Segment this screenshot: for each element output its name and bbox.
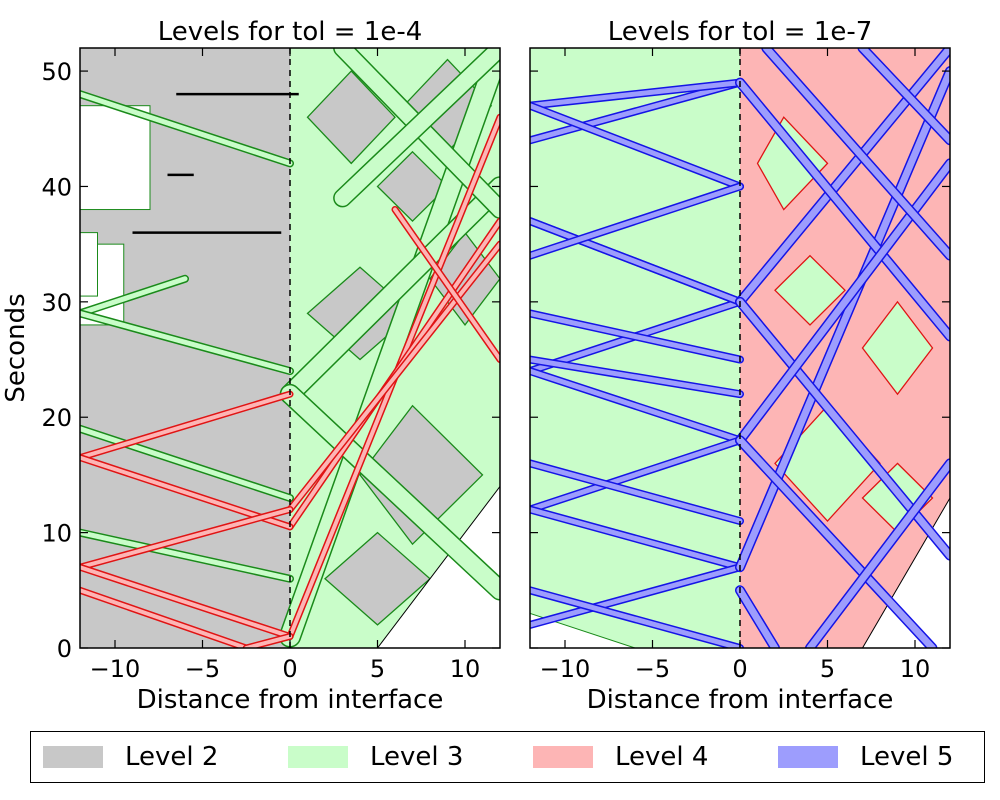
level5-band	[530, 368, 743, 443]
level3-band	[80, 91, 293, 166]
ticks-right: −10 −5 0 5 10	[530, 48, 950, 683]
x-axis-label-left: Distance from interface	[137, 685, 444, 715]
plot-area-left	[80, 48, 500, 648]
level5-band	[762, 48, 950, 260]
x-tick-label: −10	[90, 655, 141, 683]
x-tick-label: 10	[450, 655, 481, 683]
chart-title-left: Levels for tol = 1e-4	[158, 17, 423, 47]
legend: Level 2 Level 3 Level 4 Level 5	[30, 731, 985, 783]
level5-band	[530, 80, 743, 143]
legend-item-level-3: Level 3	[288, 732, 463, 782]
level4-band	[80, 507, 292, 570]
level3-island	[861, 300, 934, 396]
level5-band	[736, 48, 950, 306]
level5-band	[530, 564, 743, 628]
y-tick-label: 0	[57, 635, 72, 663]
level5-band	[736, 586, 779, 648]
unrefined-region	[80, 105, 151, 211]
level4-band	[244, 634, 292, 648]
legend-item-level-5: Level 5	[778, 732, 953, 782]
y-tick-label: 10	[41, 520, 72, 548]
level5-band	[736, 436, 936, 648]
legend-swatch-level-5	[778, 746, 838, 768]
level4-band	[80, 455, 292, 529]
level4-band	[288, 242, 500, 512]
level4-band	[80, 588, 249, 648]
x-tick-label: −5	[185, 655, 220, 683]
level2-island	[359, 404, 484, 546]
level3-band	[280, 48, 500, 647]
level5-band	[530, 183, 743, 259]
legend-label-level-4: Level 4	[615, 742, 709, 772]
level5-band	[530, 460, 743, 524]
level2-island	[324, 531, 431, 626]
level3-band	[80, 530, 293, 582]
level3-band	[80, 276, 188, 316]
panel-right: −10 −5 0 5 10 Levels for tol = 1e-7 Distance…	[529, 17, 951, 715]
panel-left: −10 −5 0 5 10 0 10 20 30 40 50 Levels for tol = 1e…	[1, 17, 501, 715]
legend-swatch-level-4	[533, 746, 593, 768]
y-tick-label: 40	[41, 173, 72, 201]
legend-label-level-3: Level 3	[370, 742, 464, 772]
ticks-left: −10 −5 0 5 10 0 10 20 30 40 50	[41, 48, 500, 683]
level5-band	[530, 357, 743, 397]
level2-island	[376, 150, 449, 222]
x-tick-label: 5	[370, 655, 385, 683]
x-tick-label: 0	[732, 655, 747, 683]
level5-band	[859, 48, 950, 144]
legend-label-level-2: Level 2	[125, 742, 219, 772]
level3-band	[281, 177, 500, 403]
level4-band	[80, 565, 292, 639]
level3-band	[334, 48, 500, 206]
level3-band	[80, 426, 293, 501]
level3-island	[756, 116, 829, 211]
x-axis-label-right: Distance from interface	[587, 685, 894, 715]
level5-band	[530, 587, 743, 648]
level3-island	[774, 254, 846, 326]
unrefined-region	[80, 232, 98, 297]
level3-band	[281, 385, 500, 600]
y-tick-label: 30	[41, 289, 72, 317]
level5-band	[530, 103, 743, 189]
y-tick-label: 50	[41, 58, 72, 86]
legend-item-level-4: Level 4	[533, 732, 708, 782]
legend-swatch-level-2	[43, 746, 103, 768]
level5-band	[736, 79, 950, 340]
legend-label-level-5: Level 5	[860, 742, 954, 772]
x-tick-label: 5	[820, 655, 835, 683]
level5-band	[530, 437, 743, 513]
chart-title-right: Levels for tol = 1e-7	[608, 17, 873, 47]
unrefined-region	[376, 485, 500, 648]
y-tick-label: 20	[41, 404, 72, 432]
level5-band	[806, 459, 950, 648]
level5-band	[530, 310, 743, 363]
y-axis-label: Seconds	[1, 293, 31, 402]
legend-item-level-2: Level 2	[43, 732, 218, 782]
level3-band	[80, 310, 293, 374]
level5-band	[530, 80, 743, 109]
level4-band	[393, 207, 500, 362]
level2-island	[306, 70, 396, 165]
x-tick-label: −5	[635, 655, 670, 683]
level5-band	[530, 507, 743, 570]
plot-area-right	[530, 48, 950, 648]
unrefined-region	[530, 612, 636, 648]
x-tick-label: −10	[540, 655, 591, 683]
x-tick-label: 10	[900, 655, 931, 683]
legend-swatch-level-3	[288, 746, 348, 768]
level5-band	[530, 218, 743, 305]
level4-band	[80, 392, 292, 460]
x-tick-label: 0	[282, 655, 297, 683]
